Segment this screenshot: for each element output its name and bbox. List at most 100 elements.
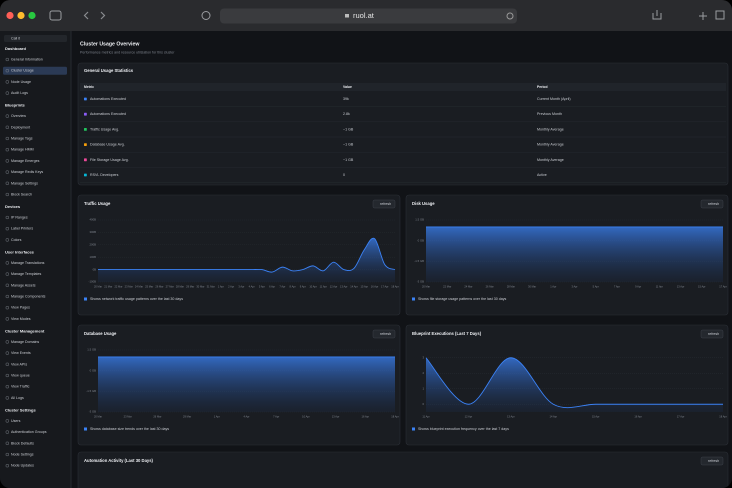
zoom[interactable] (28, 11, 36, 20)
nav-item[interactable]: Manage Domains (11, 340, 39, 344)
refresh-label[interactable]: refresh (380, 202, 391, 206)
x-tick-label: 29 Mar (183, 415, 191, 419)
refresh-label[interactable]: refresh (708, 202, 719, 206)
refresh-button[interactable] (700, 199, 724, 209)
nav-item[interactable]: Manage Translations (11, 261, 45, 265)
x-tick-label: 1 Apr (214, 415, 220, 419)
column-header: Value (343, 85, 352, 89)
item-icon (5, 125, 9, 129)
y-tick-label: -1.5 GB (414, 259, 424, 263)
nav-item[interactable]: All Logs (11, 396, 24, 400)
refresh-label[interactable]: refresh (708, 459, 719, 463)
table-cell: Previous Month (537, 112, 562, 116)
nav-item[interactable]: Node Usage (11, 80, 31, 84)
area (98, 356, 395, 412)
x-tick-label: 20 Mar (94, 415, 102, 419)
x-tick-label: 15 Apr (592, 415, 600, 419)
nav-item[interactable]: View Traffic (11, 385, 30, 389)
nav-item[interactable]: Manage Assets (11, 283, 36, 287)
nav-item[interactable]: View Pages (11, 306, 30, 310)
nav-item[interactable]: Audit Logs (11, 91, 28, 95)
tabs-icon[interactable] (715, 10, 725, 20)
refresh-button[interactable] (700, 456, 724, 466)
x-tick-label: 24 Mar (135, 285, 143, 289)
x-tick-label: 18 Apr (391, 415, 399, 419)
nav-item[interactable]: Block Defaults (11, 441, 34, 445)
nav-item[interactable]: Authentication Groups (11, 430, 47, 434)
nav-item[interactable]: Manage HMM (11, 148, 34, 152)
row-icon (84, 128, 87, 131)
nav-item[interactable]: View queue (11, 373, 30, 377)
nav-item[interactable]: General Information (11, 57, 43, 61)
table-cell: 0 (343, 173, 345, 177)
x-tick-label: 28 Mar (176, 285, 184, 289)
nav-item[interactable]: View APIs (11, 362, 27, 366)
refresh-button[interactable] (372, 329, 396, 339)
nav-item[interactable]: View Events (11, 351, 31, 355)
reload[interactable] (506, 12, 514, 20)
y-tick-label: 300B (89, 230, 96, 234)
nav-item[interactable]: IP Ranges (11, 215, 28, 219)
x-tick-label: 15 Apr (698, 285, 706, 289)
legend-swatch (412, 297, 415, 301)
url: ruol.at (353, 11, 375, 20)
nav-item[interactable]: Overview (11, 114, 26, 118)
refresh-label[interactable]: refresh (380, 332, 391, 336)
x-tick-label: 31 Mar (207, 285, 215, 289)
nav-item[interactable]: Node Settings (11, 452, 34, 456)
x-tick-label: 26 Mar (486, 285, 494, 289)
nav-item[interactable]: Users (11, 419, 21, 423)
refresh-button[interactable] (700, 329, 724, 339)
lock (345, 14, 349, 18)
y-tick-label: 1.5 GB (415, 218, 424, 222)
x-tick-label: 20 Mar (94, 285, 102, 289)
nav-item[interactable]: View Modes (11, 317, 31, 321)
item-icon (5, 227, 9, 231)
close[interactable] (6, 11, 14, 20)
row-icon (84, 112, 87, 116)
back-button[interactable] (4, 35, 67, 42)
active-item (3, 66, 67, 75)
item-icon (5, 159, 9, 163)
nav-item[interactable]: Manage Templates (11, 272, 42, 276)
back-label[interactable]: Call it (11, 37, 20, 41)
privacy-icon[interactable] (201, 11, 211, 20)
item-icon (5, 317, 9, 321)
y-tick-label: -3 GB (89, 410, 96, 414)
x-tick-label: 16 Apr (371, 285, 379, 289)
nav-item[interactable]: Manage Tags (11, 136, 33, 140)
nav-item[interactable]: Block Search (11, 192, 32, 196)
nav-item[interactable]: Manage Components (11, 294, 46, 298)
nav-item[interactable]: Manage Settings (11, 181, 38, 185)
y-tick-label: 200B (89, 243, 96, 247)
nav-item[interactable]: Cluster Usage (11, 69, 34, 73)
refresh-button[interactable] (372, 199, 396, 209)
section-title: Dashboard (5, 46, 26, 51)
toolbar-icons[interactable] (652, 10, 707, 20)
refresh-label[interactable]: refresh (708, 332, 719, 336)
nav-arrows[interactable] (83, 11, 106, 20)
panel-title: General Usage Statistics (84, 68, 134, 73)
y-tick-label: 1.5 GB (87, 348, 96, 352)
url-bar[interactable] (220, 8, 517, 24)
x-tick-label: 9 Apr (300, 285, 306, 289)
item-icon (5, 181, 9, 185)
x-tick-label: 6 Apr (269, 285, 275, 289)
sidebar-icon[interactable] (49, 10, 62, 21)
minimize[interactable] (17, 11, 25, 20)
item-icon (5, 351, 9, 355)
nav-item[interactable]: Manage Emerges (11, 159, 40, 163)
nav-item[interactable]: Node Updates (11, 464, 34, 468)
table-cell: Active (537, 173, 547, 177)
x-tick-label: 11 Apr (422, 415, 429, 419)
nav-item[interactable]: Manage Redis Keys (11, 170, 43, 174)
nav-item[interactable]: Deployment (11, 125, 30, 129)
y-tick-label: 0B (93, 267, 97, 271)
legend-swatch (84, 297, 87, 301)
nav-item[interactable]: Colors (11, 238, 22, 242)
x-tick-label: 22 Mar (114, 285, 122, 289)
nav-item[interactable]: Label Printers (11, 227, 33, 231)
x-tick-label: 12 Apr (330, 285, 338, 289)
legend-text: Shows blueprint execution frequency over… (418, 427, 509, 431)
